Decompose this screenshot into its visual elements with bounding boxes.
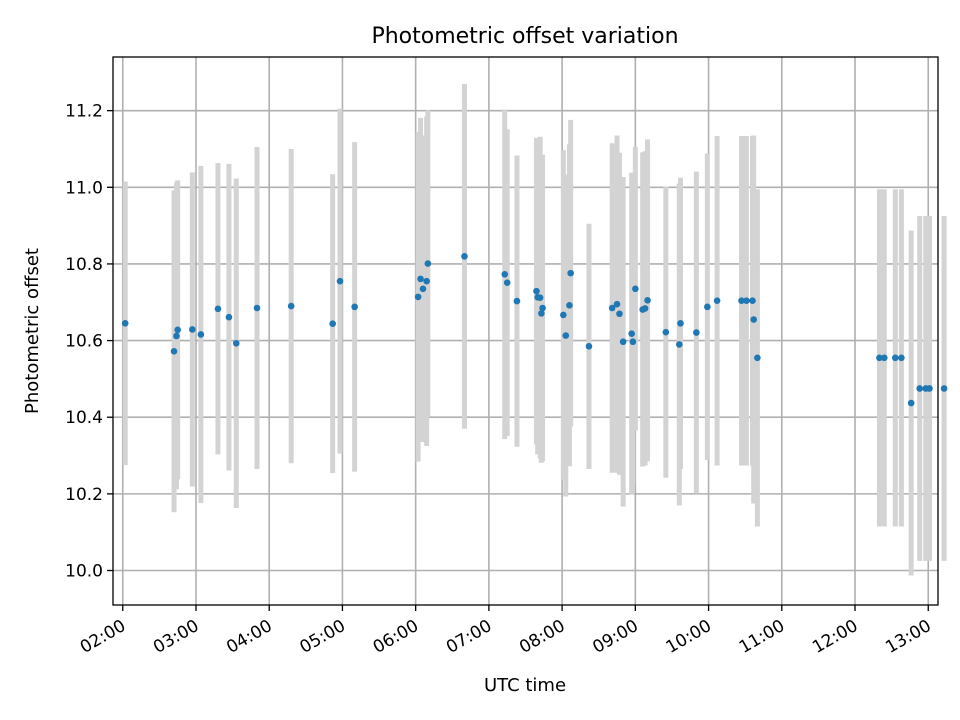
data-point	[628, 330, 635, 337]
y-tick-label: 10.2	[65, 485, 103, 505]
data-point	[121, 320, 129, 327]
data-point	[916, 385, 923, 392]
data-point	[174, 326, 181, 334]
x-tick-label: 06:00	[370, 616, 422, 658]
data-point	[501, 270, 509, 278]
data-point	[629, 338, 637, 346]
data-point	[536, 294, 544, 301]
data-point	[693, 329, 700, 336]
data-point	[619, 338, 627, 346]
data-point	[461, 252, 468, 260]
data-point	[214, 305, 222, 313]
x-tick-label: 05:00	[297, 616, 349, 658]
data-point	[539, 304, 546, 312]
data-point	[503, 279, 511, 287]
data-point	[704, 303, 711, 311]
data-point	[754, 354, 761, 362]
data-point	[253, 304, 261, 312]
grid-layer	[113, 57, 938, 605]
data-point	[567, 269, 574, 277]
data-point	[417, 275, 424, 283]
data-point	[538, 310, 545, 317]
data-point	[419, 285, 427, 293]
y-tick-label: 11.0	[65, 178, 103, 198]
data-point	[632, 285, 639, 293]
data-point	[713, 297, 721, 305]
y-tick-label: 10.0	[65, 562, 103, 582]
data-point	[616, 310, 623, 318]
data-point	[414, 293, 422, 301]
x-tick-label: 04:00	[223, 616, 275, 658]
data-point	[907, 399, 915, 407]
x-tick-label: 03:00	[150, 616, 202, 658]
data-point	[336, 277, 344, 285]
data-point	[560, 311, 567, 319]
data-point	[881, 354, 888, 362]
data-point	[891, 354, 899, 362]
x-tick-label: 10:00	[663, 616, 715, 658]
data-point	[940, 385, 948, 392]
x-tick-label: 11:00	[736, 616, 788, 658]
data-point	[675, 341, 683, 348]
data-point	[608, 304, 616, 312]
plot-frame	[112, 56, 939, 606]
data-point	[738, 297, 745, 305]
data-point	[423, 277, 430, 285]
data-point	[351, 303, 358, 311]
x-tick-label: 08:00	[516, 616, 568, 658]
data-point	[189, 326, 196, 333]
y-tick-label: 10.4	[65, 408, 103, 428]
data-point	[170, 348, 178, 355]
data-point	[743, 297, 750, 305]
data-point	[677, 320, 684, 327]
y-axis-label: Photometric offset	[22, 248, 43, 414]
data-point	[562, 332, 570, 339]
x-tick-label: 02:00	[77, 616, 129, 658]
data-point	[513, 297, 521, 305]
data-point	[232, 339, 240, 347]
data-point	[926, 385, 933, 392]
data-point	[533, 287, 540, 295]
data-point	[750, 316, 758, 323]
data-point	[876, 354, 883, 362]
data-point	[641, 305, 649, 312]
data-point	[225, 313, 233, 321]
data-point	[749, 297, 756, 305]
data-point	[644, 297, 651, 304]
data-point	[585, 343, 593, 350]
chart-title: Photometric offset variation	[371, 24, 678, 49]
point-layer	[121, 252, 948, 407]
x-axis-label: UTC time	[484, 675, 566, 696]
data-point	[329, 320, 336, 328]
data-point	[613, 300, 621, 308]
data-point	[424, 260, 432, 267]
y-tick-label: 10.6	[65, 332, 103, 352]
data-point	[566, 302, 573, 309]
data-point	[898, 354, 905, 362]
data-point	[173, 332, 180, 340]
data-point	[287, 302, 295, 310]
x-tick-label: 13:00	[882, 616, 934, 658]
data-point	[197, 331, 205, 338]
y-tick-label: 10.8	[65, 255, 103, 275]
x-tick-label: 12:00	[809, 616, 861, 658]
data-point	[662, 328, 670, 336]
y-tick-label: 11.2	[65, 102, 103, 122]
errorbar-layer	[122, 83, 947, 576]
x-tick-label: 09:00	[589, 616, 641, 658]
x-tick-label: 07:00	[443, 616, 495, 658]
